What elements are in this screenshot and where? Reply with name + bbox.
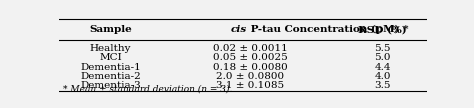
Text: Dementia-3: Dementia-3 <box>80 81 141 90</box>
Text: Healthy: Healthy <box>90 44 131 53</box>
Text: 5.5: 5.5 <box>374 44 391 53</box>
Text: RSD (%): RSD (%) <box>358 25 407 34</box>
Text: Dementia-1: Dementia-1 <box>80 63 141 71</box>
Text: 0.02 ± 0.0011: 0.02 ± 0.0011 <box>213 44 288 53</box>
Text: 5.0: 5.0 <box>374 53 391 62</box>
Text: 0.05 ± 0.0025: 0.05 ± 0.0025 <box>213 53 288 62</box>
Text: MCI: MCI <box>100 53 122 62</box>
Text: 3.1 ± 0.1085: 3.1 ± 0.1085 <box>216 81 284 90</box>
Text: 0.18 ± 0.0080: 0.18 ± 0.0080 <box>213 63 288 71</box>
Text: 2.0 ± 0.0800: 2.0 ± 0.0800 <box>216 72 284 81</box>
Text: cis: cis <box>230 25 246 34</box>
Text: P-tau Concentration (pM) *: P-tau Concentration (pM) * <box>246 25 408 34</box>
Text: 4.0: 4.0 <box>374 72 391 81</box>
Text: 3.5: 3.5 <box>374 81 391 90</box>
Text: Dementia-2: Dementia-2 <box>80 72 141 81</box>
Text: 4.4: 4.4 <box>374 63 391 71</box>
Text: * Mean ± standard deviation (n = 3).: * Mean ± standard deviation (n = 3). <box>63 85 232 94</box>
Text: Sample: Sample <box>89 25 132 34</box>
